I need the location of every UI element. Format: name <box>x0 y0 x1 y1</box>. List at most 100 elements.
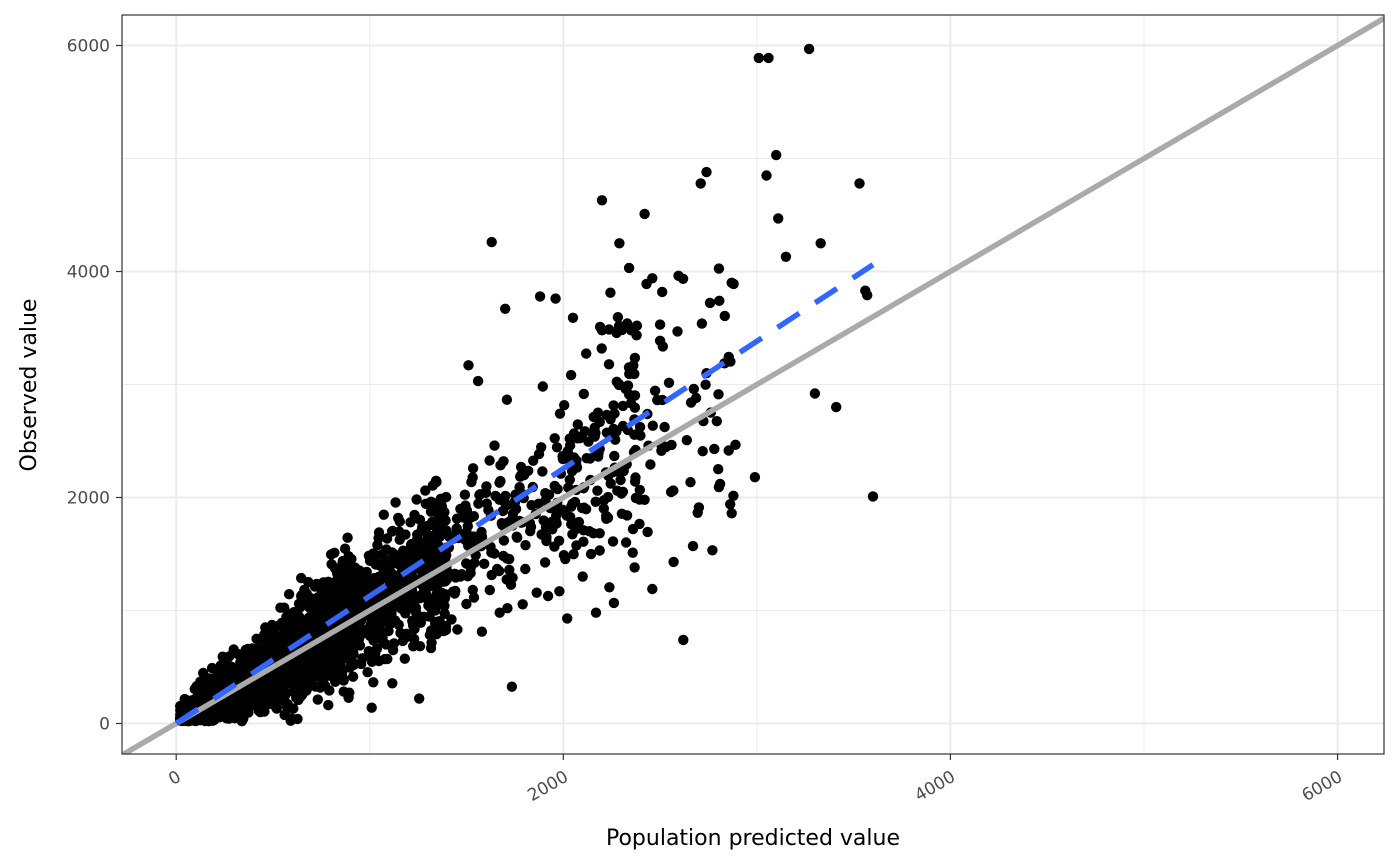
data-point <box>566 466 578 477</box>
data-point <box>430 475 442 486</box>
data-point <box>381 544 392 555</box>
data-point <box>592 485 603 496</box>
data-point <box>608 423 619 435</box>
x-axis-title: Population predicted value <box>606 826 900 851</box>
data-point <box>440 491 452 503</box>
data-point <box>714 478 726 490</box>
data-point <box>465 512 476 524</box>
data-point <box>550 293 561 304</box>
data-point <box>577 571 588 582</box>
data-point <box>476 626 488 637</box>
data-point <box>809 388 821 399</box>
data-point <box>236 709 247 720</box>
data-point <box>510 503 522 515</box>
data-point <box>696 318 708 329</box>
data-point <box>554 408 566 419</box>
data-point <box>537 381 548 392</box>
data-point <box>502 517 513 528</box>
data-point <box>373 527 385 538</box>
data-point <box>489 548 500 559</box>
data-point <box>348 659 360 670</box>
data-point <box>515 471 526 482</box>
data-point <box>364 649 376 660</box>
data-point <box>472 375 484 387</box>
data-point <box>613 320 625 332</box>
data-point <box>579 426 591 437</box>
data-point <box>578 536 589 547</box>
data-point <box>862 290 873 301</box>
data-point <box>312 660 324 671</box>
data-point <box>588 528 599 539</box>
data-point <box>506 681 518 692</box>
data-point <box>431 588 442 600</box>
data-point <box>654 319 666 330</box>
panel-border <box>121 14 1385 755</box>
data-point <box>414 641 426 652</box>
data-point <box>583 436 594 447</box>
data-point <box>627 523 639 535</box>
data-point <box>435 573 446 585</box>
data-point <box>425 580 436 592</box>
data-point <box>426 542 438 553</box>
data-point <box>687 540 699 552</box>
data-point <box>284 673 295 684</box>
data-point <box>501 499 513 511</box>
data-point <box>455 571 466 582</box>
data-point <box>577 502 588 514</box>
data-point <box>341 628 352 640</box>
data-point <box>590 496 601 507</box>
data-point <box>616 508 628 519</box>
data-point <box>268 625 280 637</box>
data-point <box>617 486 629 497</box>
data-point <box>536 442 547 453</box>
data-point <box>815 238 826 249</box>
data-point <box>558 550 570 561</box>
data-point <box>559 400 570 411</box>
data-point <box>270 701 282 712</box>
data-point <box>647 420 658 431</box>
data-point <box>370 559 381 570</box>
data-point <box>629 562 640 573</box>
data-point <box>208 712 219 723</box>
data-point <box>681 435 692 446</box>
data-point <box>567 312 579 323</box>
data-point <box>297 689 308 700</box>
data-point <box>627 547 638 558</box>
data-point <box>211 682 222 693</box>
data-point <box>534 291 546 302</box>
data-point <box>394 516 405 527</box>
data-point <box>423 532 435 543</box>
data-point <box>666 439 677 451</box>
data-point <box>685 397 697 408</box>
data-point <box>330 676 341 687</box>
data-point <box>635 430 646 441</box>
data-point <box>362 667 373 678</box>
data-point <box>467 463 479 474</box>
data-point <box>218 709 229 720</box>
data-point <box>642 526 653 538</box>
data-point <box>323 599 334 611</box>
data-point <box>604 582 615 593</box>
data-point <box>225 694 236 706</box>
data-point <box>420 498 431 509</box>
data-point <box>198 667 209 679</box>
data-point <box>605 478 616 489</box>
data-point <box>459 489 471 500</box>
data-point <box>630 472 641 483</box>
data-point <box>498 456 509 467</box>
data-point <box>283 589 295 600</box>
data-point <box>528 455 539 466</box>
data-point <box>396 575 407 586</box>
data-point <box>713 389 724 400</box>
reference-lines <box>122 16 1384 754</box>
data-point <box>657 286 668 298</box>
data-point <box>649 385 661 396</box>
data-point <box>701 166 712 178</box>
fit-line <box>174 262 875 726</box>
data-point <box>605 287 616 298</box>
data-point <box>498 535 510 546</box>
data-point <box>303 576 314 588</box>
data-point <box>304 602 315 613</box>
data-point <box>476 526 487 538</box>
